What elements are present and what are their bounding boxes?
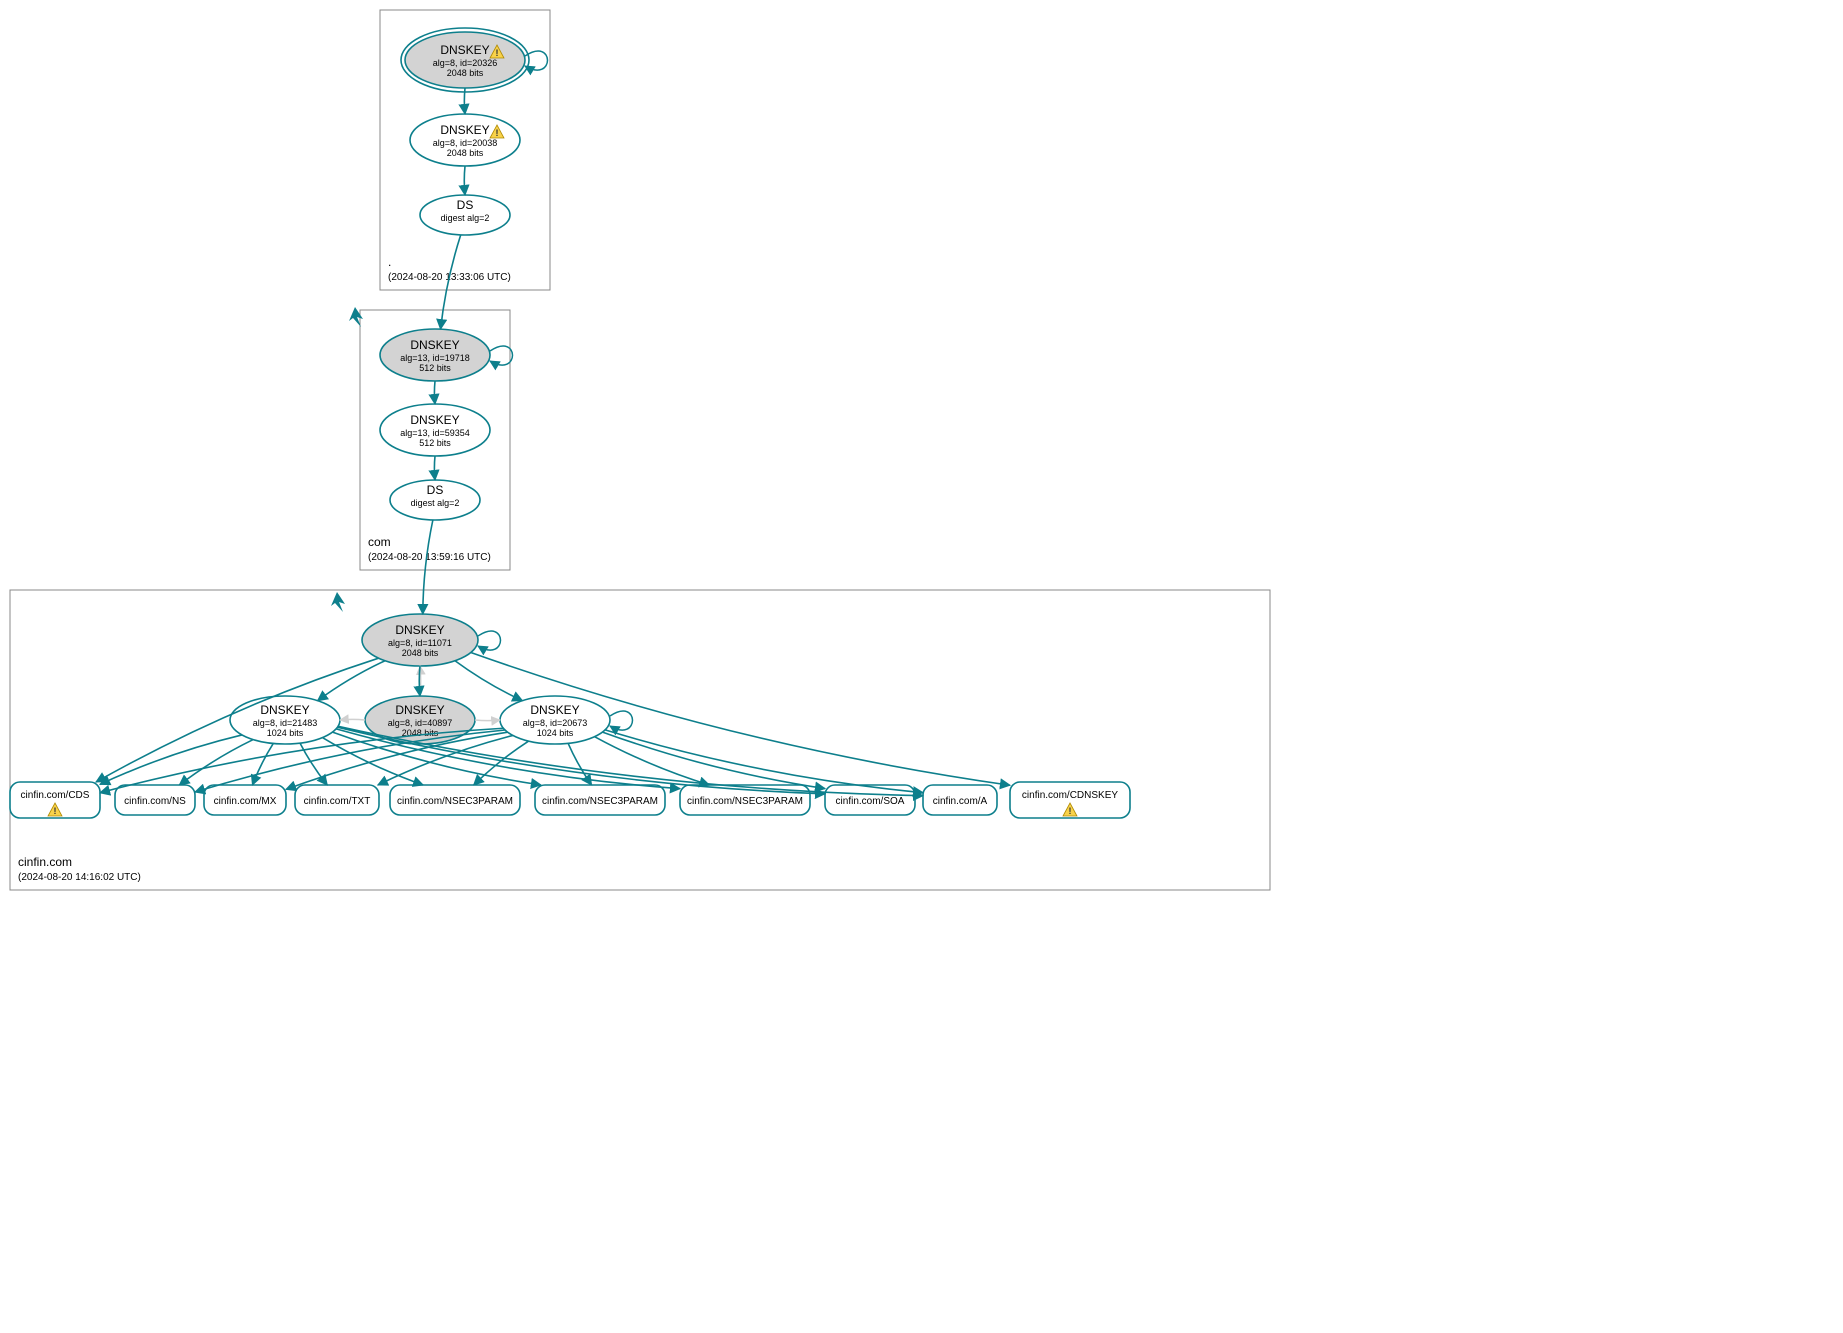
record-label: cinfin.com/NSEC3PARAM [687,796,803,807]
edge [434,381,435,404]
record-label: cinfin.com/A [933,796,988,807]
zone-timestamp: (2024-08-20 13:59:16 UTC) [368,552,491,563]
node-title: DNSKEY [260,703,309,717]
svg-text:!: ! [496,48,499,58]
record-label: cinfin.com/CDNSKEY [1022,790,1118,801]
zone-cross-arrow [331,592,345,612]
node-detail: 512 bits [419,438,451,448]
record-label: cinfin.com/CDS [21,790,90,801]
node-detail: alg=13, id=19718 [400,353,470,363]
edge [434,456,435,480]
edge [423,520,433,614]
edge [464,88,465,114]
svg-text:!: ! [496,128,499,138]
record-label: cinfin.com/TXT [304,796,371,807]
edge [464,166,465,195]
node-title: DS [427,483,444,497]
node-detail: 2048 bits [402,648,439,658]
record-label: cinfin.com/MX [214,796,277,807]
edge [253,743,274,785]
node-title: DNSKEY [440,123,489,137]
zone-timestamp: (2024-08-20 14:16:02 UTC) [18,872,141,883]
zone-label: . [388,255,391,269]
node-detail: digest alg=2 [411,498,460,508]
node-detail: alg=13, id=59354 [400,428,470,438]
node-detail: digest alg=2 [441,213,490,223]
node-title: DS [457,198,474,212]
zone-label: cinfin.com [18,855,72,869]
node-detail: 2048 bits [447,148,484,158]
node-title: DNSKEY [395,623,444,637]
edge [419,666,420,696]
self-loop [490,346,513,365]
node-detail: alg=8, id=11071 [388,638,452,648]
zone-label: com [368,535,391,549]
edge [340,719,365,720]
record-label: cinfin.com/NSEC3PARAM [542,796,658,807]
node-title: DNSKEY [410,338,459,352]
record-label: cinfin.com/NSEC3PARAM [397,796,513,807]
node-title: DNSKEY [395,703,444,717]
node-detail: 2048 bits [447,68,484,78]
node-detail: alg=8, id=20038 [433,138,498,148]
node-detail: alg=8, id=20326 [433,58,498,68]
svg-text:!: ! [54,806,57,816]
self-loop [478,631,501,650]
dnssec-diagram: .(2024-08-20 13:33:06 UTC)com(2024-08-20… [0,0,1280,980]
node-detail: 512 bits [419,363,451,373]
node-detail: alg=8, id=21483 [253,718,318,728]
node-detail: 1024 bits [267,728,304,738]
svg-text:!: ! [1069,806,1072,816]
node-detail: alg=8, id=40897 [388,718,453,728]
record-label: cinfin.com/SOA [836,796,905,807]
node-detail: 1024 bits [537,728,574,738]
node-title: DNSKEY [440,43,489,57]
node-detail: alg=8, id=20673 [523,718,588,728]
node-title: DNSKEY [530,703,579,717]
self-loop [610,711,633,730]
record-label: cinfin.com/NS [124,796,186,807]
edge [475,720,500,721]
node-title: DNSKEY [410,413,459,427]
